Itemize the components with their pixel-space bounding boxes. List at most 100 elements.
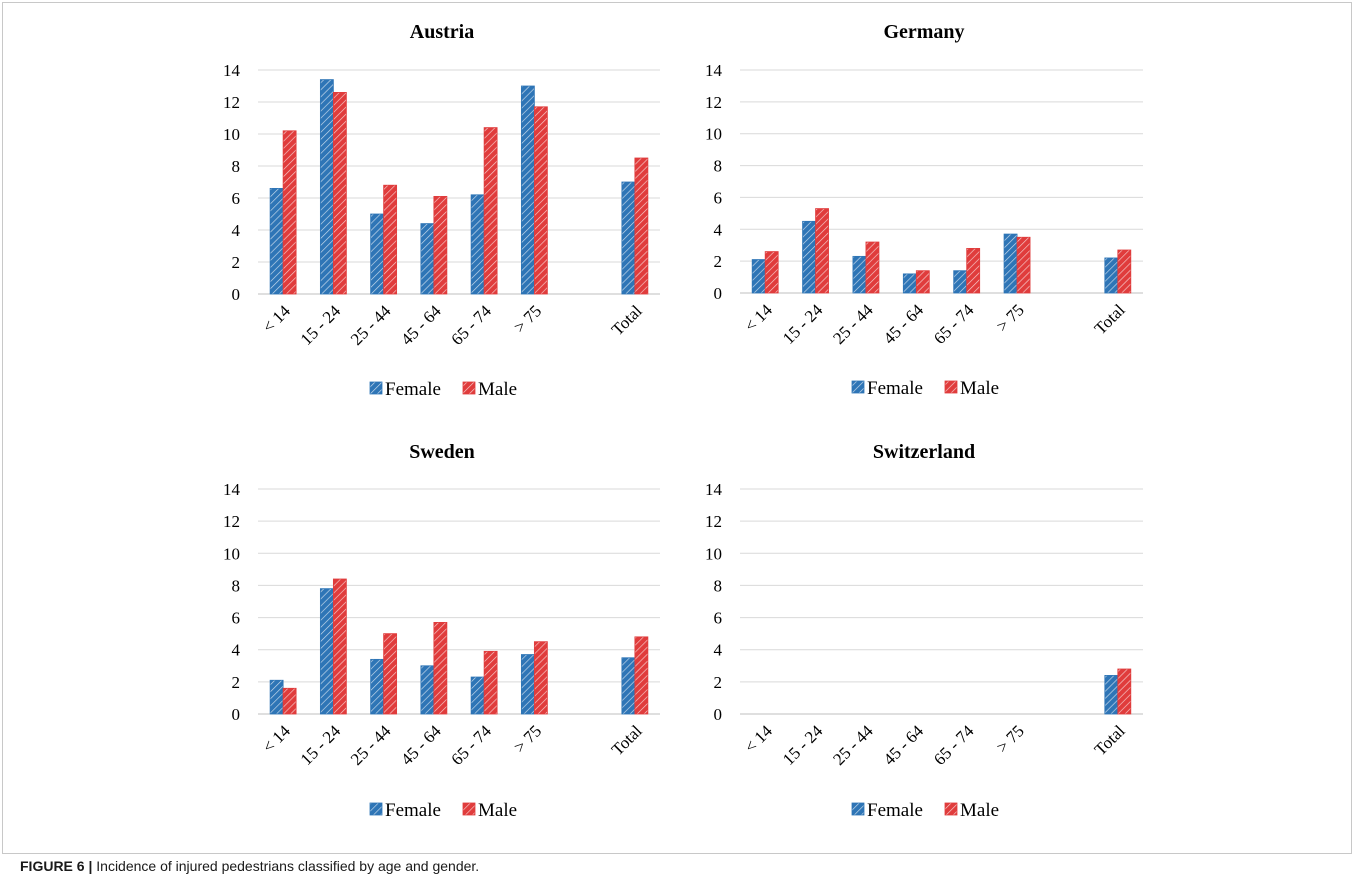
bar-male: [533, 641, 548, 715]
y-tick-label: 6: [232, 609, 241, 628]
bar-female: [370, 658, 385, 715]
x-tick-label: 45 - 64: [880, 300, 928, 348]
y-tick-label: 6: [714, 609, 723, 628]
chart-legend: Female Male: [369, 379, 517, 400]
chart-legend: Female Male: [851, 800, 999, 821]
bar-female: [470, 676, 485, 715]
x-tick-label: 15 - 24: [779, 300, 827, 348]
bar-male: [332, 578, 347, 715]
bar-male: [533, 106, 548, 295]
x-tick-label: > 75: [993, 721, 1028, 756]
y-tick-label: 4: [232, 641, 241, 660]
chart-panel-germany: Germany 0 2 4 6 8 10 12 14 < 14 15 - 24 25 - 44 45 -…: [705, 21, 1143, 399]
y-tick-label: 14: [705, 480, 723, 499]
legend-label-female: Female: [867, 378, 923, 399]
y-tick-label: 12: [705, 93, 722, 112]
chart-title: Switzerland: [873, 441, 975, 463]
x-tick-label: < 14: [741, 300, 777, 336]
x-tick-label: 15 - 24: [779, 721, 827, 769]
y-tick-label: 0: [232, 285, 241, 304]
y-tick-label: 2: [232, 253, 241, 272]
legend-swatch-male: [462, 381, 476, 395]
y-tick-label: 2: [232, 673, 241, 692]
y-tick-label: 12: [223, 512, 240, 531]
bar-female: [902, 273, 917, 294]
legend-swatch-female: [369, 381, 383, 395]
y-tick-label: 14: [223, 480, 241, 499]
chart-legend: Female Male: [851, 378, 999, 399]
legend-label-male: Male: [960, 378, 999, 399]
y-tick-label: 0: [714, 705, 723, 724]
bar-female: [370, 213, 385, 295]
x-tick-label: > 75: [510, 721, 545, 756]
y-tick-label: 10: [223, 544, 240, 563]
bar-female: [319, 79, 334, 295]
y-tick-label: 12: [705, 512, 722, 531]
x-tick-label: < 14: [259, 721, 295, 757]
x-tick-label: Total: [608, 301, 646, 339]
bar-male: [433, 621, 448, 715]
x-tick-label: 45 - 64: [880, 721, 928, 769]
x-tick-label: > 75: [993, 300, 1028, 335]
x-tick-label: > 75: [510, 301, 545, 336]
bar-male: [966, 247, 981, 294]
x-tick-label: 25 - 44: [829, 721, 877, 769]
x-tick-label: 15 - 24: [297, 721, 345, 769]
x-tick-label: 45 - 64: [397, 301, 445, 349]
y-tick-label: 4: [232, 221, 241, 240]
bar-female: [621, 181, 636, 295]
bar-female: [520, 654, 535, 715]
y-tick-label: 6: [232, 189, 241, 208]
x-tick-label: 25 - 44: [347, 721, 395, 769]
legend-label-male: Male: [478, 379, 517, 400]
legend-label-male: Male: [960, 800, 999, 821]
chart-title: Sweden: [409, 441, 475, 463]
x-tick-label: 65 - 74: [930, 300, 978, 348]
x-tick-label: Total: [1091, 300, 1129, 338]
y-tick-label: 12: [223, 93, 240, 112]
bar-male: [634, 636, 649, 715]
bar-female: [953, 270, 968, 294]
bar-female: [621, 657, 636, 715]
bar-male: [383, 633, 398, 715]
x-tick-label: < 14: [259, 301, 295, 337]
caption-text: Incidence of injured pedestrians classif…: [96, 858, 480, 874]
y-tick-label: 2: [714, 252, 723, 271]
y-tick-label: 10: [705, 544, 722, 563]
bar-female: [269, 187, 284, 295]
bar-female: [1104, 257, 1119, 294]
y-tick-label: 6: [714, 188, 723, 207]
y-tick-label: 0: [714, 284, 723, 303]
legend-label-male: Male: [478, 800, 517, 821]
chart-panel-sweden: Sweden 0 2 4 6 8 10 12 14 < 14 15 - 24 25 - 44 45 - …: [223, 441, 660, 821]
y-tick-label: 8: [714, 157, 723, 176]
bar-male: [483, 127, 498, 295]
figure-caption: FIGURE 6 | Incidence of injured pedestri…: [20, 858, 479, 874]
bar-male: [1117, 668, 1132, 715]
bar-female: [520, 85, 535, 295]
bar-female: [852, 255, 867, 294]
bar-female: [1104, 675, 1119, 715]
y-tick-label: 10: [223, 125, 240, 144]
chart-panel-switzerland: Switzerland 0 2 4 6 8 10 12 14 < 14 15 - 24 25 - 44…: [705, 441, 1143, 821]
legend-label-female: Female: [385, 379, 441, 400]
bar-male: [332, 92, 347, 295]
legend-swatch-female: [851, 380, 865, 394]
x-tick-label: 15 - 24: [297, 301, 345, 349]
y-tick-label: 14: [705, 61, 723, 80]
x-tick-label: 65 - 74: [930, 721, 978, 769]
bar-female: [269, 679, 284, 715]
chart-title: Austria: [410, 21, 474, 43]
bar-male: [483, 650, 498, 715]
bar-female: [319, 588, 334, 715]
bar-female: [1003, 233, 1018, 294]
y-tick-label: 0: [232, 705, 241, 724]
y-tick-label: 10: [705, 125, 722, 144]
x-tick-label: Total: [608, 721, 646, 759]
legend-label-female: Female: [867, 800, 923, 821]
legend-swatch-female: [369, 802, 383, 816]
caption-label: FIGURE 6 |: [20, 858, 93, 874]
bar-male: [764, 251, 779, 294]
bar-female: [470, 194, 485, 295]
x-tick-label: 25 - 44: [829, 300, 877, 348]
